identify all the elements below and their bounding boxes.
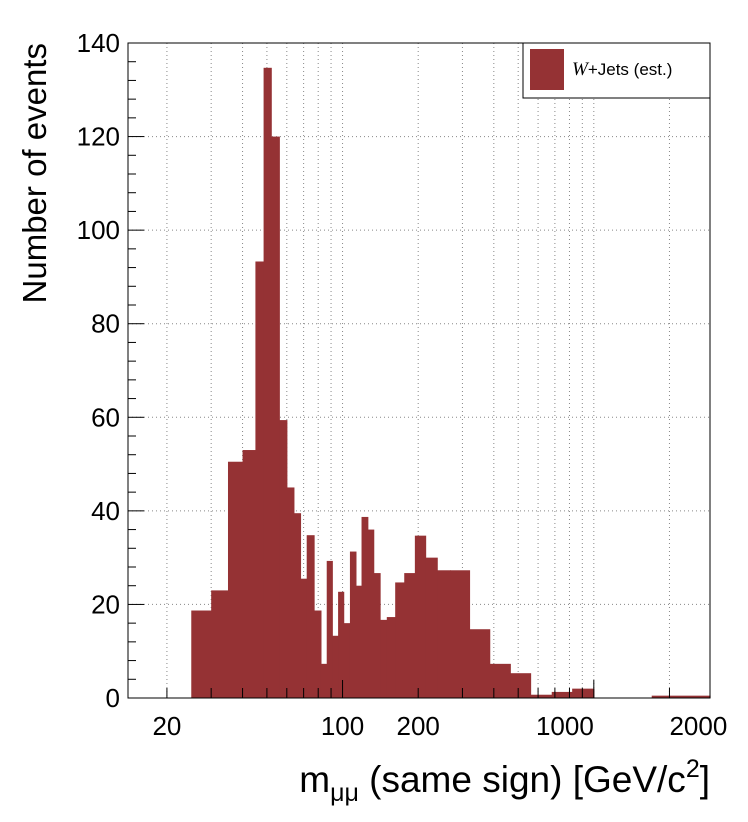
histogram-bar <box>320 663 328 698</box>
histogram-bar <box>530 694 553 698</box>
y-tick-label: 120 <box>77 122 120 152</box>
y-tick-label: 60 <box>91 402 120 432</box>
x-tick-label: 20 <box>152 711 181 741</box>
histogram-bar <box>343 623 351 698</box>
histogram-bar <box>551 691 573 698</box>
histogram-bar <box>651 695 711 698</box>
y-axis-title: Number of events <box>16 43 53 303</box>
legend-swatch <box>530 49 564 90</box>
x-tick-label: 2000 <box>669 711 727 741</box>
histogram-bar <box>425 557 438 698</box>
histogram-bar <box>414 535 427 698</box>
histogram-bar <box>395 582 405 698</box>
y-tick-label: 140 <box>77 28 120 58</box>
histogram-bar <box>380 619 388 698</box>
y-tick-labels: 0 20 40 60 80 100 120 140 <box>77 28 120 713</box>
y-tick-label: 40 <box>91 496 120 526</box>
histogram-bar <box>373 573 381 698</box>
histogram-bars <box>191 67 711 699</box>
histogram-bar <box>437 570 451 698</box>
x-axis-title: mμμ (same sign) [GeV/c2] <box>299 755 710 807</box>
histogram-bar <box>255 261 265 698</box>
histogram-bar <box>489 663 511 698</box>
histogram-bar <box>227 461 244 698</box>
histogram-bar <box>386 617 396 698</box>
histogram-bar <box>306 535 315 698</box>
histogram-bar <box>279 420 288 698</box>
histogram-bar <box>263 67 272 698</box>
histogram-bar <box>211 590 229 698</box>
histogram-bar <box>572 688 595 698</box>
y-tick-label: 100 <box>77 215 120 245</box>
histogram-bar <box>469 629 491 698</box>
legend: W+Jets (est.) <box>522 42 711 99</box>
histogram-bar <box>510 673 532 698</box>
histogram-bar <box>286 487 295 698</box>
histogram-bar <box>404 573 416 698</box>
histogram-bar <box>271 136 280 699</box>
histogram-bar <box>293 513 302 698</box>
histogram-bar <box>450 570 471 698</box>
x-tick-label: 1000 <box>536 711 594 741</box>
axes <box>127 42 711 699</box>
legend-label: W+Jets (est.) <box>572 59 672 80</box>
histogram-bar <box>332 635 339 698</box>
histogram-bar <box>314 610 322 698</box>
histogram-bar <box>361 516 369 698</box>
histogram-bar <box>355 585 363 698</box>
x-tick-label: 200 <box>396 711 439 741</box>
y-tick-label: 20 <box>91 589 120 619</box>
x-tick-label: 100 <box>321 711 364 741</box>
plot-frame <box>127 42 711 699</box>
histogram-bar <box>191 610 212 698</box>
histogram-bar <box>338 591 345 698</box>
histogram-bar <box>300 578 308 698</box>
histogram-bar <box>326 560 333 698</box>
x-tick-labels: 20 100 200 1000 2000 <box>152 711 727 741</box>
histogram-bar <box>349 551 357 698</box>
histogram-bar <box>367 529 375 698</box>
y-tick-label: 80 <box>91 309 120 339</box>
histogram-bar <box>242 450 257 698</box>
y-tick-label: 0 <box>106 683 120 713</box>
